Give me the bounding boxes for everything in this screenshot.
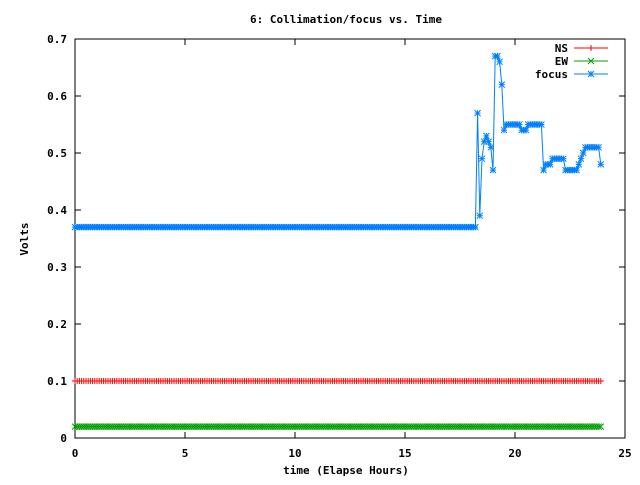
data-point-focus (579, 149, 587, 157)
legend-item-ns: NS (555, 42, 608, 55)
data-point-focus (538, 121, 545, 128)
data-point-focus (496, 58, 503, 66)
y-tick-label: 0.2 (47, 318, 67, 331)
x-tick-label: 25 (618, 447, 631, 460)
x-tick-label: 20 (508, 447, 521, 460)
data-point-focus (595, 143, 602, 151)
data-point-focus (597, 161, 605, 168)
series-layer (71, 52, 605, 430)
data-point-focus (500, 126, 508, 134)
data-point-ew (595, 423, 602, 430)
y-tick-label: 0.6 (47, 90, 67, 103)
data-point-focus (573, 166, 580, 174)
y-tick-label: 0.1 (47, 375, 67, 388)
legend-swatch-marker (587, 70, 595, 78)
y-tick-label: 0.7 (47, 33, 67, 46)
y-tick-label: 0.4 (47, 204, 67, 217)
data-point-focus (474, 109, 481, 117)
data-point-focus (516, 121, 523, 128)
data-point-focus (485, 138, 492, 145)
series-line-focus (75, 55, 602, 228)
x-axis-ticks: 0 5 10 15 20 25 (72, 39, 632, 460)
x-tick-label: 5 (182, 447, 189, 460)
legend-label: focus (535, 68, 568, 81)
data-point-ew (597, 423, 605, 430)
x-tick-label: 15 (398, 447, 411, 460)
data-point-focus (472, 223, 479, 231)
y-tick-label: 0.3 (47, 261, 67, 274)
legend-swatch-marker (587, 57, 595, 65)
data-point-focus (575, 161, 583, 168)
y-axis-label: Volts (18, 222, 31, 255)
data-point-focus (483, 132, 490, 140)
series-ns (72, 378, 604, 384)
data-point-focus (546, 161, 554, 168)
x-tick-label: 0 (72, 447, 79, 460)
y-tick-label: 0.5 (47, 147, 67, 160)
legend-item-ew: EW (555, 55, 608, 68)
x-axis-label: time (Elapse Hours) (283, 464, 409, 477)
data-point-focus (478, 155, 486, 163)
chart-title: 6: Collimation/focus vs. Time (250, 13, 442, 26)
plot-frame (74, 38, 626, 439)
legend-swatch-marker (588, 45, 594, 51)
data-point-focus (489, 166, 497, 174)
data-point-focus (498, 81, 506, 88)
data-point-focus (577, 155, 585, 163)
data-point-ns (597, 378, 604, 384)
y-tick-label: 0 (60, 432, 67, 445)
legend-label: NS (555, 42, 568, 55)
legend-item-focus: focus (535, 68, 608, 81)
x-tick-label: 10 (288, 447, 301, 460)
data-point-focus (494, 52, 501, 60)
data-point-focus (522, 126, 530, 134)
data-point-focus (487, 143, 495, 151)
data-point-focus (560, 155, 567, 163)
series-focus (71, 52, 605, 231)
legend-label: EW (555, 55, 569, 68)
data-point-focus (540, 166, 547, 174)
y-axis-ticks: 0 0.1 0.2 0.3 0.4 0.5 0.6 0.7 (47, 33, 625, 445)
series-ew (71, 423, 605, 430)
data-point-focus (476, 212, 484, 220)
